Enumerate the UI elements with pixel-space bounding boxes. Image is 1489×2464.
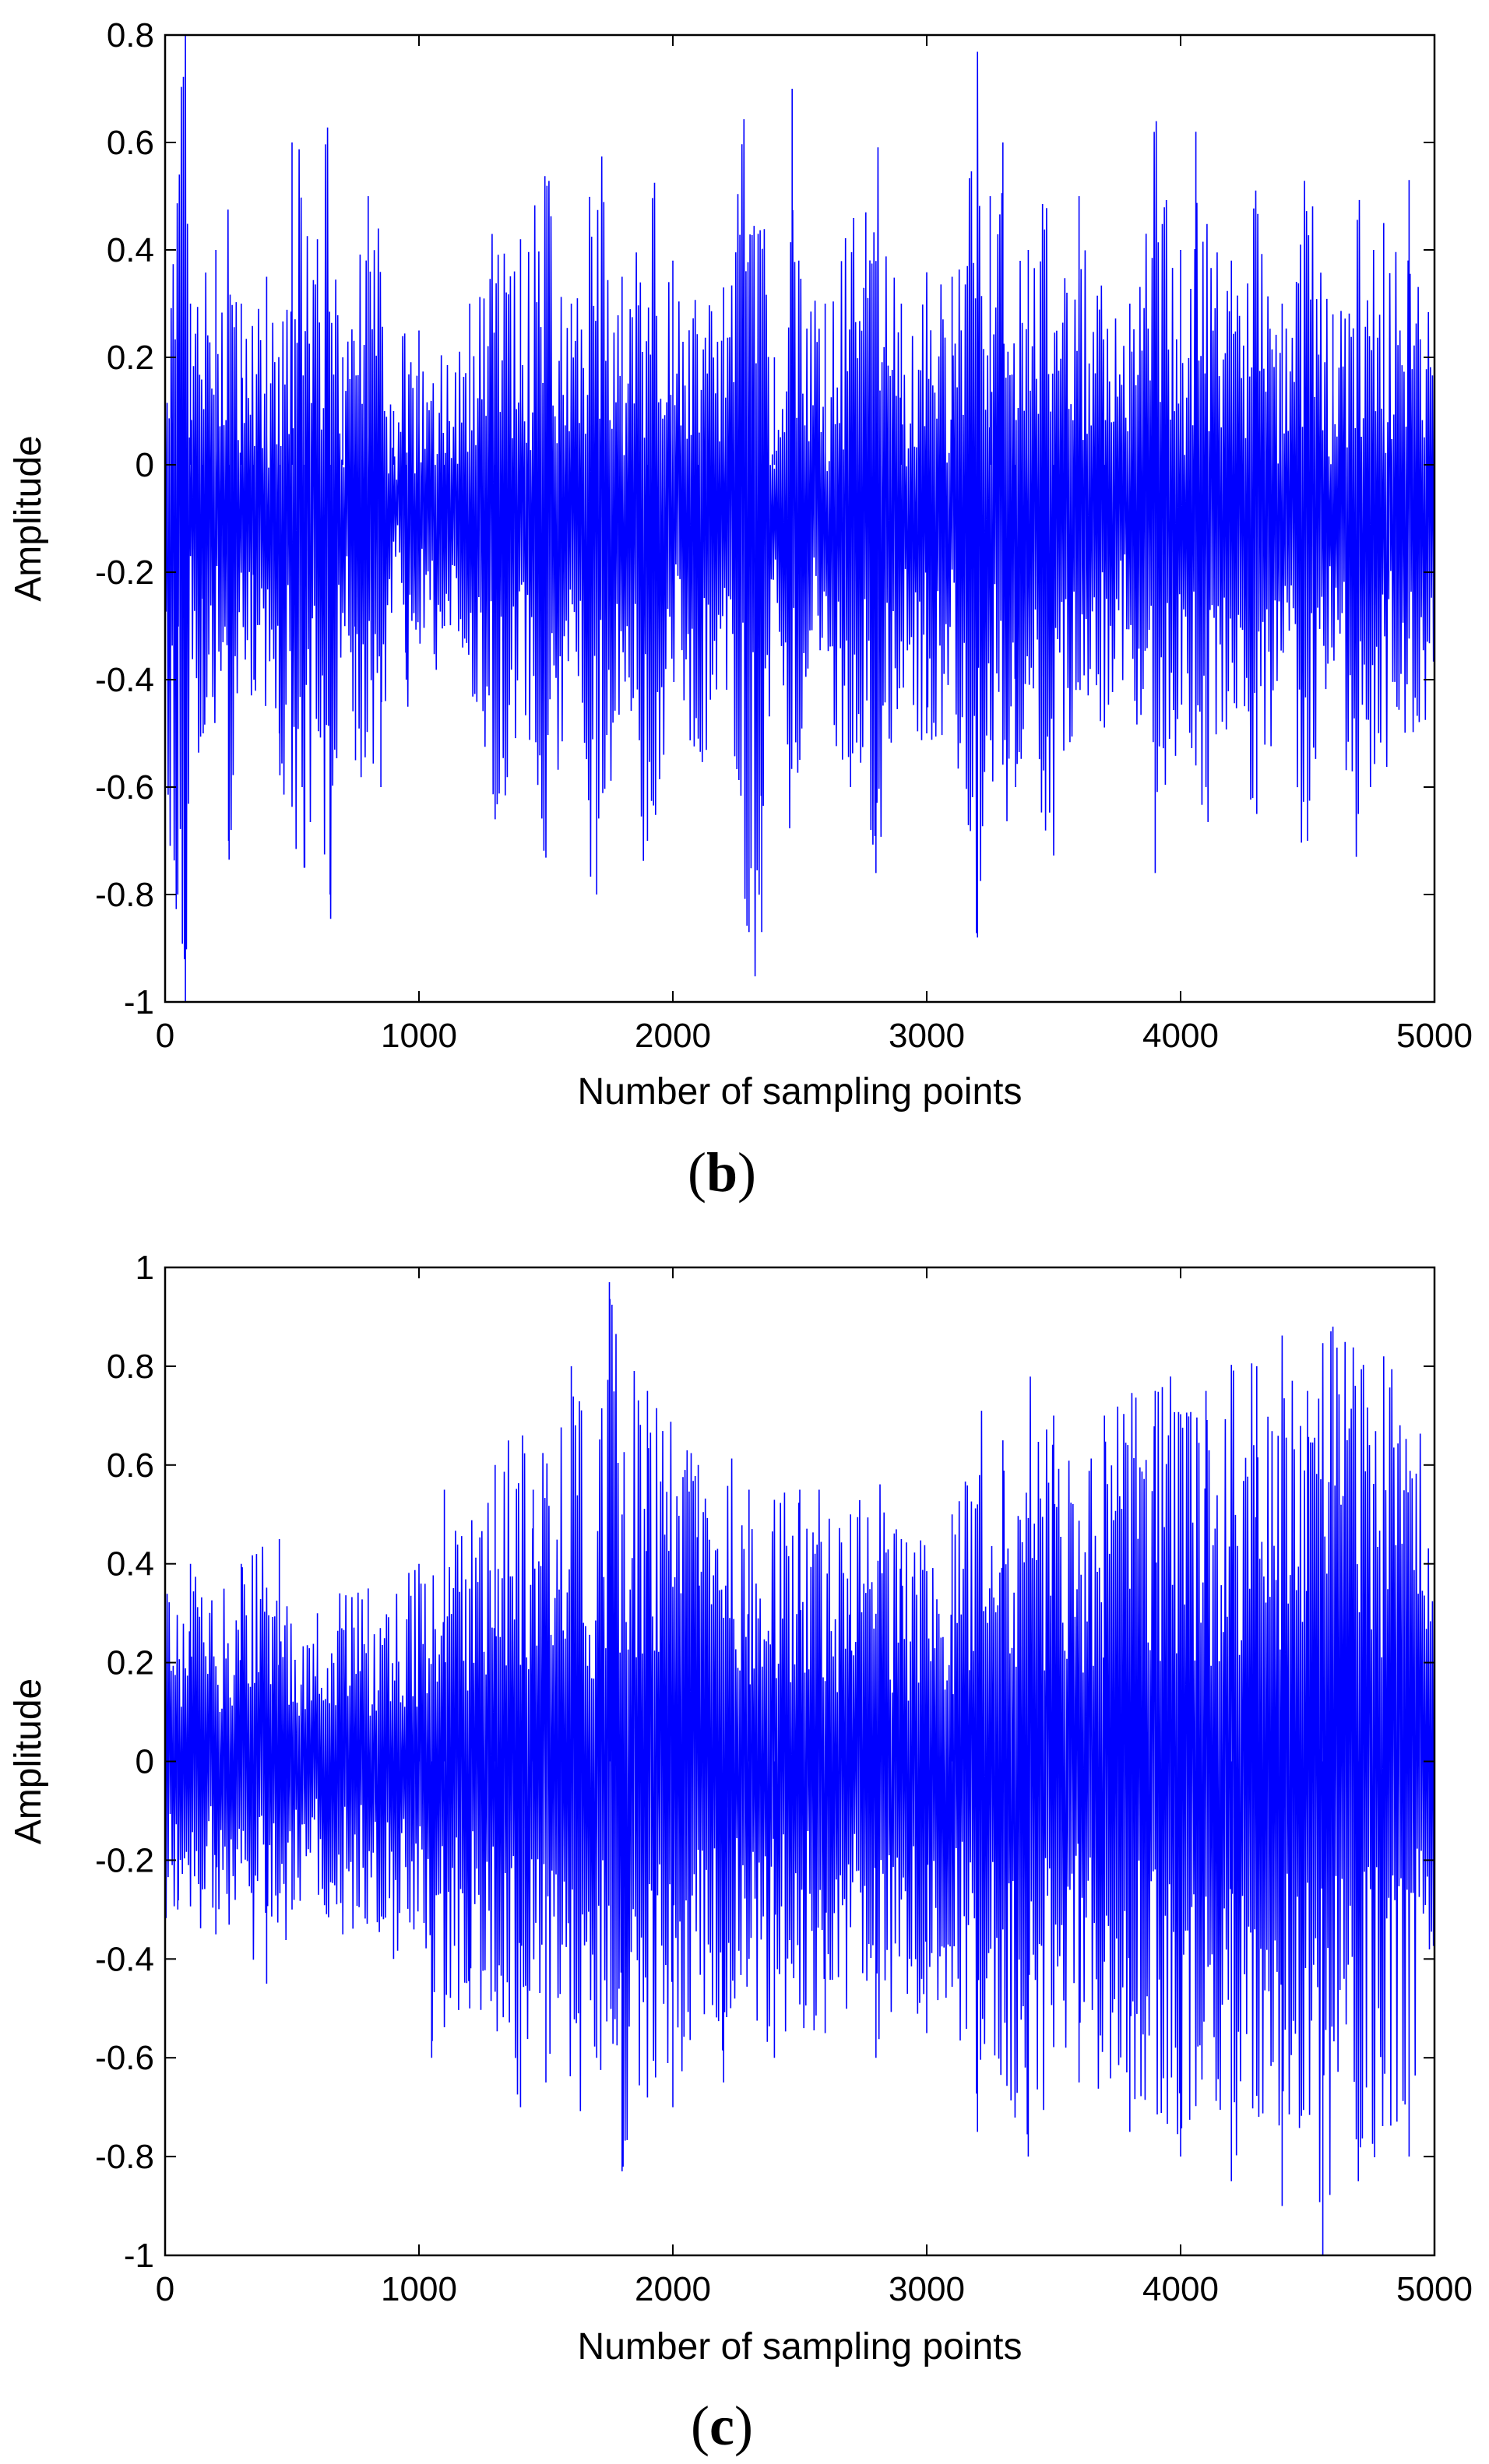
x-tick-label: 2000 <box>635 1017 711 1055</box>
x-axis-label: Number of sampling points <box>578 1071 1023 1112</box>
x-tick-label: 1000 <box>381 1017 457 1055</box>
x-tick-label: 3000 <box>889 2270 965 2308</box>
y-tick-label: 0.8 <box>107 1348 154 1386</box>
x-tick-label: 5000 <box>1396 2270 1473 2308</box>
y-tick-label: 0.2 <box>107 339 154 377</box>
panel-label-close: ) <box>737 1141 756 1204</box>
x-tick-label: 2000 <box>635 2270 711 2308</box>
x-tick-label: 4000 <box>1142 1017 1219 1055</box>
y-tick-label: -0.2 <box>95 554 154 592</box>
y-tick-label: 0 <box>136 446 154 484</box>
y-tick-label: 0 <box>136 1743 154 1781</box>
y-tick-label: -0.4 <box>95 1940 154 1978</box>
y-tick-label: -0.4 <box>95 661 154 699</box>
panel-label-letter: c <box>709 2395 734 2457</box>
y-tick-label: 1 <box>136 1249 154 1287</box>
panel-label-open: ( <box>691 2395 709 2457</box>
y-tick-label: -0.8 <box>95 2138 154 2176</box>
y-tick-label: -1 <box>124 2237 154 2275</box>
chart-panel-c: 0 1000 2000 3000 4000 5000 -1 -0.8 -0.6 -0.4 -0.2 0… <box>8 1249 1473 2457</box>
signal-line <box>165 1282 1434 2255</box>
y-tick-label: 0.6 <box>107 1446 154 1485</box>
x-tick-label: 3000 <box>889 1017 965 1055</box>
x-tick-label: 0 <box>156 2270 174 2308</box>
y-axis-label: Amplitude <box>8 1678 49 1844</box>
y-tick-label: -0.8 <box>95 876 154 914</box>
y-tick-label: 0.6 <box>107 124 154 162</box>
x-axis-label: Number of sampling points <box>578 2326 1023 2367</box>
x-tick-label: 5000 <box>1396 1017 1473 1055</box>
panel-label: (b) <box>688 1141 756 1204</box>
y-tick-label: 0.4 <box>107 231 154 269</box>
x-tick-label: 1000 <box>381 2270 457 2308</box>
y-tick-label: -0.2 <box>95 1841 154 1879</box>
y-axis-label: Amplitude <box>8 435 49 601</box>
panel-label-letter: b <box>706 1141 737 1204</box>
panel-label: (c) <box>691 2395 753 2457</box>
y-tick-label: 0.2 <box>107 1644 154 1682</box>
x-tick-label: 4000 <box>1142 2270 1219 2308</box>
y-tick-label: -0.6 <box>95 2039 154 2077</box>
chart-panel-b: 0 1000 2000 3000 4000 5000 -1 -0.8 -0.6 -0.4 -0.2 0… <box>8 16 1473 1204</box>
y-tick-label: -0.6 <box>95 768 154 807</box>
y-tick-label: 0.4 <box>107 1545 154 1583</box>
x-tick-label: 0 <box>156 1017 174 1055</box>
y-tick-label: 0.8 <box>107 16 154 54</box>
y-tick-label: -1 <box>124 983 154 1021</box>
panel-label-close: ) <box>734 2395 753 2457</box>
panel-label-open: ( <box>688 1141 706 1204</box>
plot-frame <box>164 33 1436 1004</box>
signal-line <box>165 35 1434 1002</box>
